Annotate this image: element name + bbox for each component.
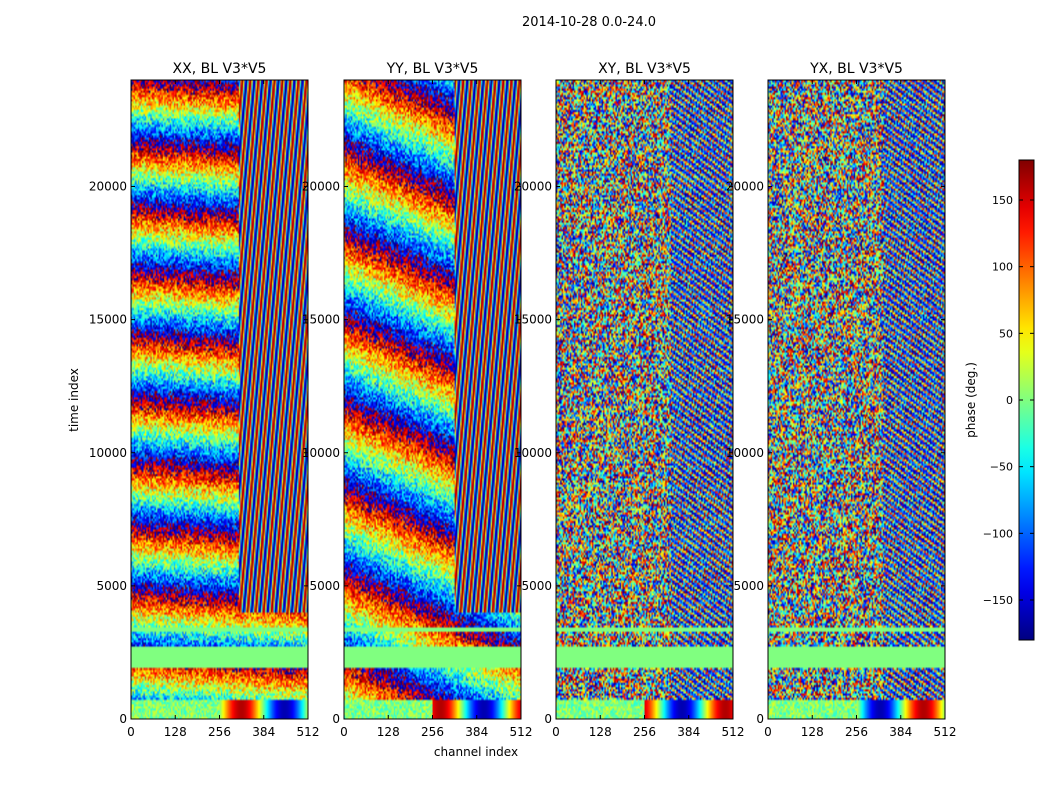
y-tick-label: 15000	[726, 313, 764, 327]
x-tick-label: 384	[889, 725, 912, 739]
x-tick-label: 384	[465, 725, 488, 739]
phase-heatmap-xy	[556, 80, 733, 719]
y-tick-label: 5000	[309, 579, 340, 593]
y-tick-label: 15000	[514, 313, 552, 327]
panel-yx: YX, BL V3*V5 0 128 256 384 512 0 5000 10000 15000…	[726, 61, 957, 739]
y-tick-label: 5000	[733, 579, 764, 593]
y-axis-label: time index	[67, 368, 81, 432]
colorbar-tick-label: 0	[1006, 394, 1013, 407]
colorbar: −150 −100 −50 0 50 100 150	[983, 159, 1035, 641]
panel-title: XX, BL V3*V5	[173, 61, 267, 77]
x-tick-label: 0	[764, 725, 772, 739]
y-tick-label: 0	[119, 712, 127, 726]
colorbar-tick-label: −50	[990, 461, 1013, 474]
x-tick-label: 256	[633, 725, 656, 739]
x-tick-label: 256	[421, 725, 444, 739]
x-tick-label: 128	[164, 725, 187, 739]
x-tick-label: 256	[845, 725, 868, 739]
x-tick-label: 128	[589, 725, 612, 739]
y-tick-label: 5000	[521, 579, 552, 593]
y-tick-label: 20000	[726, 180, 764, 194]
panel-title: YY, BL V3*V5	[386, 61, 479, 77]
y-tick-label: 20000	[302, 180, 340, 194]
x-tick-label: 384	[252, 725, 275, 739]
x-tick-label: 384	[677, 725, 700, 739]
y-tick-label: 10000	[302, 446, 340, 460]
x-tick-label: 128	[377, 725, 400, 739]
y-tick-label: 10000	[726, 446, 764, 460]
y-tick-label: 15000	[89, 313, 127, 327]
x-tick-label: 512	[297, 725, 320, 739]
y-tick-label: 10000	[89, 446, 127, 460]
x-tick-label: 0	[340, 725, 348, 739]
y-tick-label: 0	[332, 712, 340, 726]
colorbar-label: phase (deg.)	[964, 362, 978, 438]
panel-title: XY, BL V3*V5	[598, 61, 691, 77]
x-axis-label: channel index	[434, 745, 518, 759]
panel-xx: XX, BL V3*V5 0 128 256 384 512 0 5000 10000 15000…	[89, 61, 320, 739]
phase-heatmap-xx	[131, 80, 308, 719]
panel-yy: YY, BL V3*V5 0 128 256 384 512 0 5000 10000 15000…	[302, 61, 533, 739]
phase-heatmap-yx	[768, 80, 945, 719]
x-tick-label: 0	[127, 725, 135, 739]
x-tick-label: 512	[934, 725, 957, 739]
x-tick-label: 128	[801, 725, 824, 739]
y-tick-label: 20000	[514, 180, 552, 194]
y-tick-label: 15000	[302, 313, 340, 327]
panel-xy: XY, BL V3*V5 0 128 256 384 512 0 5000 10000 15000…	[514, 61, 745, 739]
y-tick-label: 20000	[89, 180, 127, 194]
panels-group: XX, BL V3*V5 0 128 256 384 512 0 5000 10000 15000…	[89, 61, 957, 739]
y-tick-label: 0	[544, 712, 552, 726]
colorbar-tick-label: −100	[983, 527, 1013, 540]
colorbar-tick-label: −150	[983, 594, 1013, 607]
x-tick-label: 512	[510, 725, 533, 739]
y-tick-label: 10000	[514, 446, 552, 460]
x-tick-label: 0	[552, 725, 560, 739]
x-tick-label: 512	[722, 725, 745, 739]
y-tick-label: 0	[756, 712, 764, 726]
colorbar-tick-label: 50	[999, 327, 1013, 340]
phase-heatmap-yy	[344, 80, 521, 719]
figure-suptitle: 2014-10-28 0.0-24.0	[522, 15, 656, 30]
y-tick-label: 5000	[96, 579, 127, 593]
colorbar-tick-label: 150	[992, 194, 1013, 207]
panel-title: YX, BL V3*V5	[809, 61, 903, 77]
colorbar-tick-label: 100	[992, 261, 1013, 274]
x-tick-label: 256	[208, 725, 231, 739]
